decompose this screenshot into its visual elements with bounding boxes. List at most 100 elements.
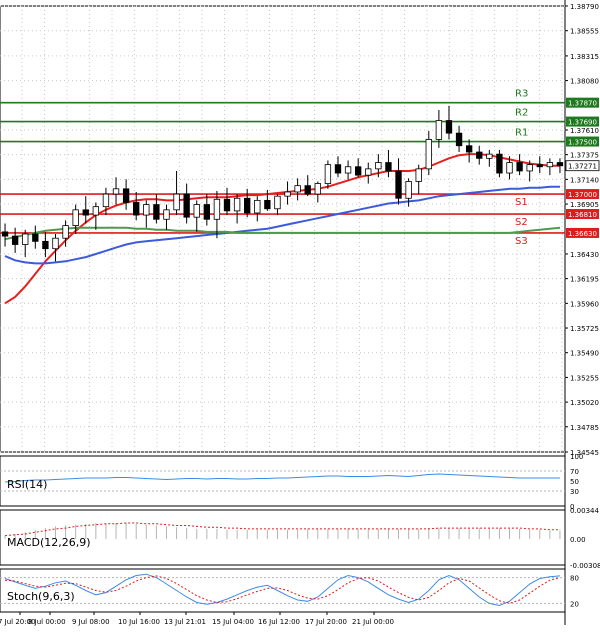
stoch-k-line	[4, 573, 561, 607]
stoch-tick-label: 20	[570, 600, 579, 608]
candle-body	[183, 193, 190, 218]
time-tick-label: 16 Jul 12:00	[258, 618, 300, 626]
candle-body	[163, 209, 170, 220]
moving-average-2	[4, 226, 561, 241]
candle-body	[375, 162, 382, 170]
time-tick-label: 13 Jul 21:01	[164, 618, 206, 626]
current-price-tag	[565, 160, 600, 172]
time-tick-label: 9 Jul 08:00	[72, 618, 110, 626]
level-label-r2: R2	[515, 108, 528, 119]
macd-title: MACD(12,26,9)	[7, 536, 91, 549]
candle-body	[233, 197, 241, 212]
candle-body	[213, 198, 221, 220]
level-tag-s3	[566, 227, 599, 238]
stoch-title: Stoch(9,6,3)	[7, 590, 75, 603]
candle-body	[354, 166, 362, 176]
level-label-s1: S1	[515, 197, 528, 208]
price-tick-label: 1.35725	[570, 325, 599, 333]
macd-tick-label: -0.00308	[570, 562, 600, 570]
price-tick-label: 1.35020	[570, 399, 599, 407]
candle-body	[294, 185, 301, 193]
candle-body	[62, 225, 69, 239]
candle-body	[112, 188, 120, 195]
candle-body	[435, 120, 443, 140]
candle-body	[32, 233, 39, 242]
panel-frame-stoch	[0, 568, 566, 613]
level-tag-text-s3: 1.36630	[568, 230, 597, 238]
candle-body	[223, 198, 231, 212]
candle-body	[324, 164, 332, 184]
rsi-tick-label: 0	[570, 503, 574, 511]
candle-body	[314, 183, 321, 195]
candle-body	[385, 162, 392, 172]
price-tick-label: 1.36195	[570, 276, 599, 284]
candle-body	[22, 233, 29, 245]
level-tag-r3	[566, 97, 599, 108]
level-tag-text-s2: 1.36810	[568, 211, 597, 219]
candle-body	[264, 199, 271, 210]
macd-tick-label: 0.00344	[570, 507, 599, 515]
price-tick-label: 1.38790	[570, 3, 599, 11]
price-tick-label: 1.35255	[570, 374, 599, 382]
panel-frame-rsi	[0, 455, 566, 507]
candle-body	[506, 162, 513, 174]
candle-body	[365, 168, 372, 176]
time-tick-label: 21 Jul 00:00	[352, 618, 394, 626]
time-tick-label: 15 Jul 04:00	[212, 618, 254, 626]
candle-body	[193, 204, 200, 218]
rsi-line	[4, 473, 560, 483]
candle-body	[556, 162, 564, 167]
price-tick-label: 1.38555	[570, 28, 599, 36]
candle-body	[486, 153, 493, 159]
level-tag-text-r1: 1.37500	[568, 139, 597, 147]
candle-body	[133, 202, 140, 216]
candle-body	[526, 164, 533, 172]
candle-body	[425, 139, 432, 170]
price-tick-label: 1.37610	[570, 127, 599, 135]
time-tick-label: 17 Jul 20:00	[305, 618, 347, 626]
panel-frame-macd	[0, 509, 566, 566]
rsi-title: RSI(14)	[7, 478, 47, 491]
candle-body	[274, 195, 281, 210]
candle-body	[52, 237, 59, 250]
rsi-tick-label: 50	[570, 478, 579, 486]
candle-body	[465, 145, 473, 153]
level-label-s2: S2	[515, 217, 528, 228]
candle-body	[102, 193, 110, 208]
time-tick-label: 7 Jul 20:00	[0, 618, 36, 626]
candle-body	[244, 197, 251, 214]
level-tag-text-s1: 1.37000	[568, 191, 597, 199]
price-tick-label: 1.38080	[570, 78, 599, 86]
candle-body	[72, 209, 79, 226]
macd-tick-label: 0.00	[570, 536, 586, 544]
candle-body	[546, 162, 554, 168]
candle-body	[304, 185, 311, 195]
stoch-tick-label: 80	[570, 575, 579, 583]
candle-body	[476, 151, 483, 159]
price-tick-label: 1.34545	[570, 449, 599, 457]
candle-body	[415, 168, 422, 182]
level-label-s3: S3	[515, 236, 528, 247]
price-tick-label: 1.35490	[570, 350, 599, 358]
level-tag-s2	[566, 209, 599, 220]
candle-body	[516, 162, 523, 172]
level-label-r1: R1	[515, 128, 528, 139]
price-tick-label: 1.37140	[570, 176, 599, 184]
candle-body	[445, 120, 453, 134]
candle-body	[344, 166, 352, 174]
time-tick-label: 8 Jul 00:00	[28, 618, 66, 626]
price-tick-label: 1.34785	[570, 424, 599, 432]
level-tag-r1	[566, 136, 599, 147]
candle-body	[153, 204, 160, 220]
candle-body	[405, 181, 412, 199]
level-tag-text-r2: 1.37690	[568, 119, 597, 127]
price-tick-label: 1.37375	[570, 152, 599, 160]
candle-body	[395, 170, 402, 199]
candle-body	[122, 188, 130, 203]
rsi-tick-label: 100	[570, 453, 583, 461]
level-tag-r2	[566, 116, 599, 127]
candle-body	[173, 193, 180, 211]
candle-body	[455, 132, 463, 147]
